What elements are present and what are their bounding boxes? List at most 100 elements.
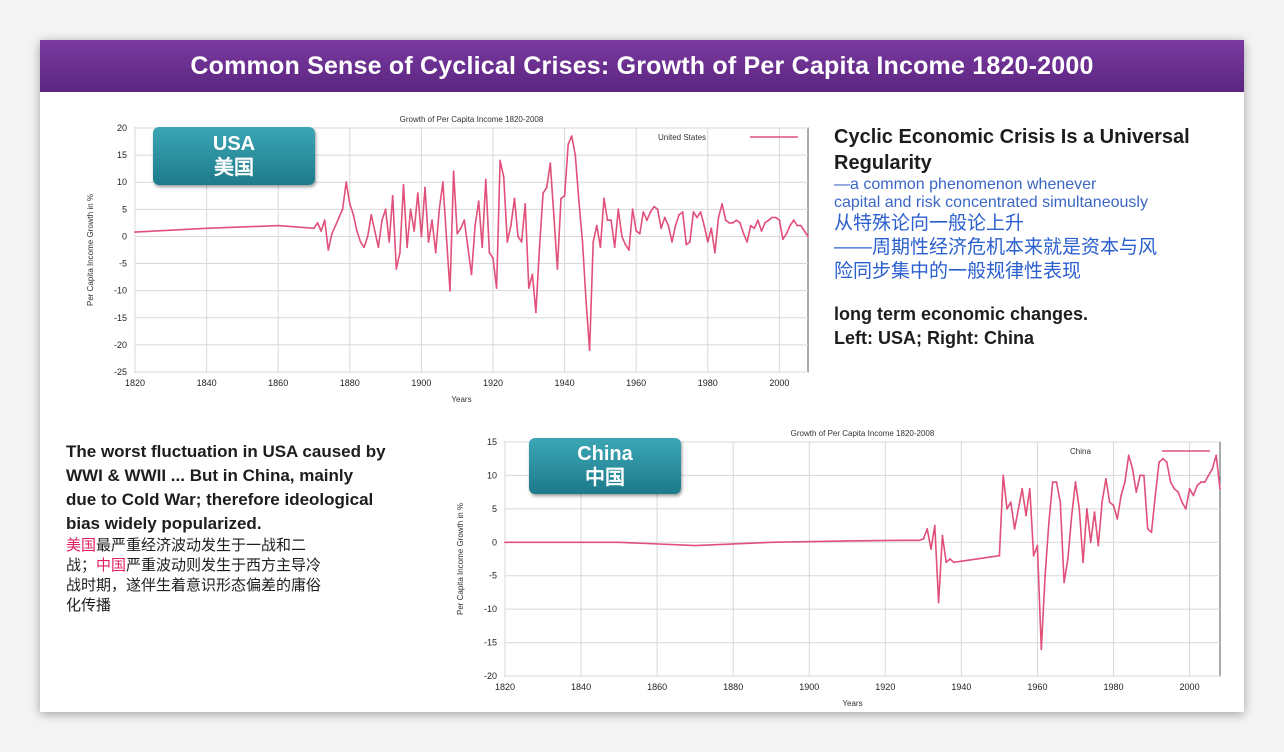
usa-data-point xyxy=(570,135,573,137)
china-data-point xyxy=(1131,467,1134,470)
usa-data-point xyxy=(363,246,365,249)
usa-ytick-label: -5 xyxy=(119,259,127,269)
china-data-point xyxy=(1002,474,1005,477)
usa-ytick-label: -20 xyxy=(114,340,127,350)
usa-y-axis-label: Per Capita Income Growth in % xyxy=(86,194,95,306)
china-data-point xyxy=(1082,561,1084,564)
usa-data-point xyxy=(649,211,652,213)
usa-data-point xyxy=(603,197,605,200)
china-data-point xyxy=(952,561,955,564)
universal-regularity-heading-l1: Cyclic Economic Crisis Is a Universal xyxy=(834,126,1190,148)
usa-data-point xyxy=(621,235,623,238)
china-ytick-label: -15 xyxy=(484,638,497,648)
usa-data-point xyxy=(631,208,634,211)
usa-data-point xyxy=(313,227,315,230)
usa-data-point xyxy=(406,246,408,249)
usa-data-point xyxy=(538,246,541,249)
usa-data-point xyxy=(638,232,641,235)
usa-data-point xyxy=(749,224,752,227)
usa-data-point xyxy=(757,219,759,222)
usa-data-point xyxy=(578,200,580,203)
china-ytick-label: 0 xyxy=(492,537,497,547)
usa-data-point xyxy=(359,241,362,243)
usa-data-point xyxy=(742,232,745,235)
usa-data-point xyxy=(610,219,612,222)
usa-data-point xyxy=(449,289,451,292)
usa-data-point xyxy=(356,230,358,232)
subheading-en-l1: —a common phenomenon whenever xyxy=(834,176,1097,193)
usa-xtick-label: 1880 xyxy=(340,378,360,388)
usa-data-point xyxy=(467,246,469,249)
usa-data-point xyxy=(527,287,530,289)
china-data-point xyxy=(1169,481,1172,483)
left-en-l3: due to Cold War; therefore ideological xyxy=(66,490,374,509)
china-data-point xyxy=(1013,528,1016,530)
china-data-point xyxy=(1184,508,1187,510)
usa-data-point xyxy=(513,197,516,200)
china-data-point xyxy=(1093,511,1096,514)
usa-data-point xyxy=(517,235,519,238)
usa-cn-red: 美国 xyxy=(66,537,97,554)
usa-data-point xyxy=(710,227,713,230)
usa-xtick-label: 1980 xyxy=(698,378,718,388)
china-xtick-label: 1840 xyxy=(571,682,591,692)
china-xtick-label: 1920 xyxy=(875,682,895,692)
usa-data-point xyxy=(484,178,487,181)
usa-data-point xyxy=(595,224,598,227)
universal-regularity-heading-l2: Regularity xyxy=(834,152,932,174)
china-data-point xyxy=(1105,477,1107,480)
usa-chart-title: Growth of Per Capita Income 1820-2008 xyxy=(400,115,544,124)
china-data-point xyxy=(1086,508,1088,510)
china-data-point xyxy=(1048,521,1050,524)
china-data-point xyxy=(1143,474,1145,477)
usa-data-point xyxy=(395,268,398,270)
usa-data-point xyxy=(696,216,698,219)
usa-data-point xyxy=(531,273,534,276)
china-data-point xyxy=(1120,494,1122,497)
usa-data-point xyxy=(492,257,494,259)
usa-data-point xyxy=(803,230,806,232)
usa-data-point xyxy=(384,208,387,211)
china-x-axis-label: Years xyxy=(842,699,862,708)
usa-xtick-label: 1920 xyxy=(483,378,503,388)
usa-data-point xyxy=(488,251,491,254)
subheading-cn-l3: 险同步集中的一般规律性表现 xyxy=(834,261,1082,282)
slide-title: Common Sense of Cyclical Crises: Growth … xyxy=(40,40,1244,92)
china-data-point xyxy=(1211,467,1214,470)
usa-data-point xyxy=(685,243,688,246)
usa-legend-label: United States xyxy=(658,133,706,142)
usa-data-point xyxy=(692,211,695,213)
usa-data-point xyxy=(535,311,537,314)
left-en-l1: The worst fluctuation in USA caused by xyxy=(66,442,386,461)
usa-data-point xyxy=(495,287,498,289)
china-xtick-label: 1960 xyxy=(1027,682,1047,692)
usa-data-point xyxy=(413,230,416,232)
usa-ytick-label: -25 xyxy=(114,367,127,377)
china-data-point xyxy=(937,601,940,604)
usa-data-point xyxy=(613,246,616,249)
china-data-point xyxy=(1059,501,1062,504)
china-xtick-label: 2000 xyxy=(1180,682,1200,692)
usa-data-point xyxy=(481,246,484,249)
china-data-point xyxy=(1215,454,1218,457)
china-data-point xyxy=(1162,457,1164,460)
china-data-point xyxy=(1139,474,1141,477)
usa-data-point xyxy=(366,235,369,238)
usa-data-point xyxy=(352,213,355,216)
china-data-point xyxy=(1177,491,1180,493)
subheading-cn-l1: 从特殊论向一般论上升 xyxy=(834,213,1025,234)
left-cn-l4: 化传播 xyxy=(66,597,112,614)
china-cn-red: 中国 xyxy=(96,557,127,574)
china-data-point xyxy=(1017,508,1020,510)
usa-data-point xyxy=(560,197,562,200)
usa-data-point xyxy=(542,192,544,194)
usa-ytick-label: -10 xyxy=(114,286,127,296)
china-data-point xyxy=(1116,518,1119,520)
china-data-point xyxy=(504,541,506,544)
usa-ytick-label: 15 xyxy=(117,150,127,160)
china-data-point xyxy=(1070,514,1073,517)
usa-data-point xyxy=(499,159,501,162)
usa-data-point xyxy=(753,227,756,230)
usa-data-point xyxy=(574,154,577,156)
china-data-point xyxy=(933,524,936,527)
